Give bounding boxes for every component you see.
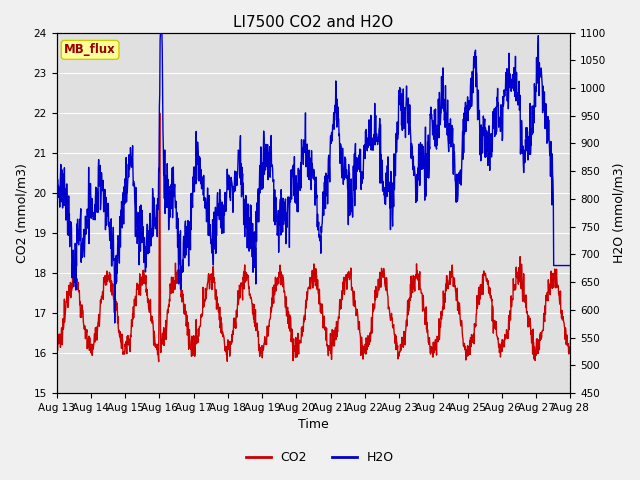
- Y-axis label: H2O (mmol/m3): H2O (mmol/m3): [612, 163, 625, 263]
- Legend: CO2, H2O: CO2, H2O: [241, 446, 399, 469]
- Text: MB_flux: MB_flux: [64, 43, 116, 56]
- Y-axis label: CO2 (mmol/m3): CO2 (mmol/m3): [15, 163, 28, 263]
- X-axis label: Time: Time: [298, 419, 329, 432]
- Title: LI7500 CO2 and H2O: LI7500 CO2 and H2O: [234, 15, 394, 30]
